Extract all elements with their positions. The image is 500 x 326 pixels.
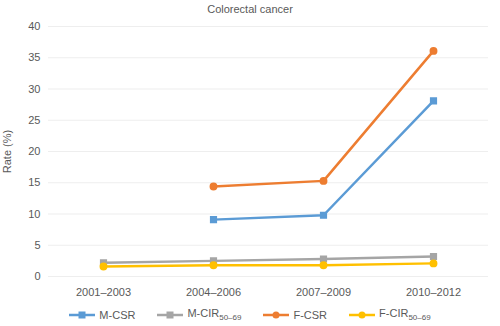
html-text:M-CIR50–69: M-CIR50–69 [187,307,242,323]
svg-text:40: 40 [28,20,40,32]
html-text:Colorectal cancer: Colorectal cancer [207,3,293,15]
svg-text:15: 15 [28,176,40,188]
svg-text:25: 25 [28,114,40,126]
html-text:M-CSR: M-CSR [99,309,136,321]
svg-text:0: 0 [34,270,40,282]
svg-text:35: 35 [28,51,40,63]
svg-text:30: 30 [28,83,40,95]
svg-text:20: 20 [28,145,40,157]
html-text:F-CIR50–69: F-CIR50–69 [379,307,431,323]
svg-text:2004–2006: 2004–2006 [186,286,241,298]
svg-text:5: 5 [34,239,40,251]
html-text:F-CSR: F-CSR [293,309,328,321]
svg-text:2007–2009: 2007–2009 [296,286,351,298]
svg-text:10: 10 [28,208,40,220]
svg-text:2010–2012: 2010–2012 [406,286,461,298]
svg-text:Rate (%): Rate (%) [1,130,13,173]
svg-text:2001–2003: 2001–2003 [76,286,131,298]
